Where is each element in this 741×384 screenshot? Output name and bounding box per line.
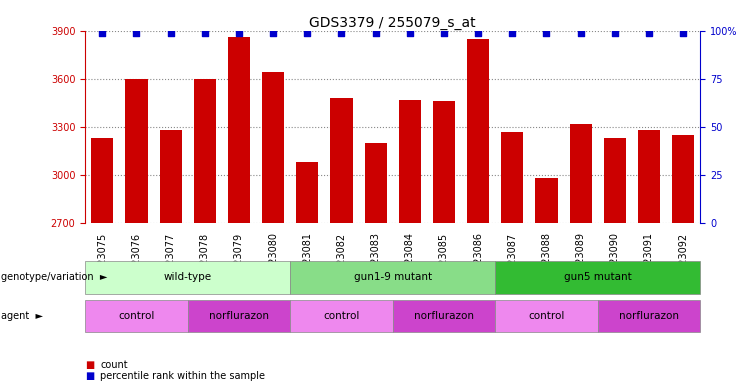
Bar (433, 101, 455, 384)
Bar (228, 37, 250, 384)
Point (438, 30, 450, 36)
Text: wild-type: wild-type (164, 272, 212, 283)
Bar (604, 138, 626, 384)
Bar (467, 39, 489, 384)
Point (472, 30, 484, 36)
Text: norflurazon: norflurazon (414, 311, 474, 321)
Title: GDS3379 / 255079_s_at: GDS3379 / 255079_s_at (310, 16, 476, 30)
Point (506, 30, 518, 36)
Text: ■: ■ (85, 371, 94, 381)
Text: count: count (100, 360, 127, 370)
Bar (193, 79, 216, 384)
Text: norflurazon: norflurazon (209, 311, 269, 321)
Text: agent  ►: agent ► (1, 311, 43, 321)
Point (199, 30, 210, 36)
Text: control: control (528, 311, 565, 321)
Bar (159, 130, 182, 384)
Text: gun1-9 mutant: gun1-9 mutant (353, 272, 432, 283)
Bar (399, 99, 421, 384)
Bar (570, 124, 592, 384)
Point (130, 30, 142, 36)
Text: control: control (323, 311, 359, 321)
Bar (125, 79, 147, 384)
Text: control: control (119, 311, 155, 321)
Bar (91, 138, 113, 384)
Point (404, 30, 416, 36)
Point (336, 30, 348, 36)
Text: ■: ■ (85, 360, 94, 370)
Text: gun5 mutant: gun5 mutant (564, 272, 631, 283)
Bar (501, 131, 523, 384)
Point (96, 30, 108, 36)
Bar (365, 143, 387, 384)
Point (165, 30, 176, 36)
Bar (296, 162, 319, 384)
Bar (536, 178, 557, 384)
Text: genotype/variation  ►: genotype/variation ► (1, 272, 107, 283)
Bar (638, 130, 660, 384)
Point (268, 30, 279, 36)
Bar (262, 72, 285, 384)
Point (370, 30, 382, 36)
Bar (330, 98, 353, 384)
Text: percentile rank within the sample: percentile rank within the sample (100, 371, 265, 381)
Point (540, 30, 552, 36)
Point (302, 30, 313, 36)
Point (575, 30, 587, 36)
Point (677, 30, 689, 36)
Text: norflurazon: norflurazon (619, 311, 679, 321)
Point (643, 30, 655, 36)
Point (609, 30, 621, 36)
Point (233, 30, 245, 36)
Bar (672, 135, 694, 384)
